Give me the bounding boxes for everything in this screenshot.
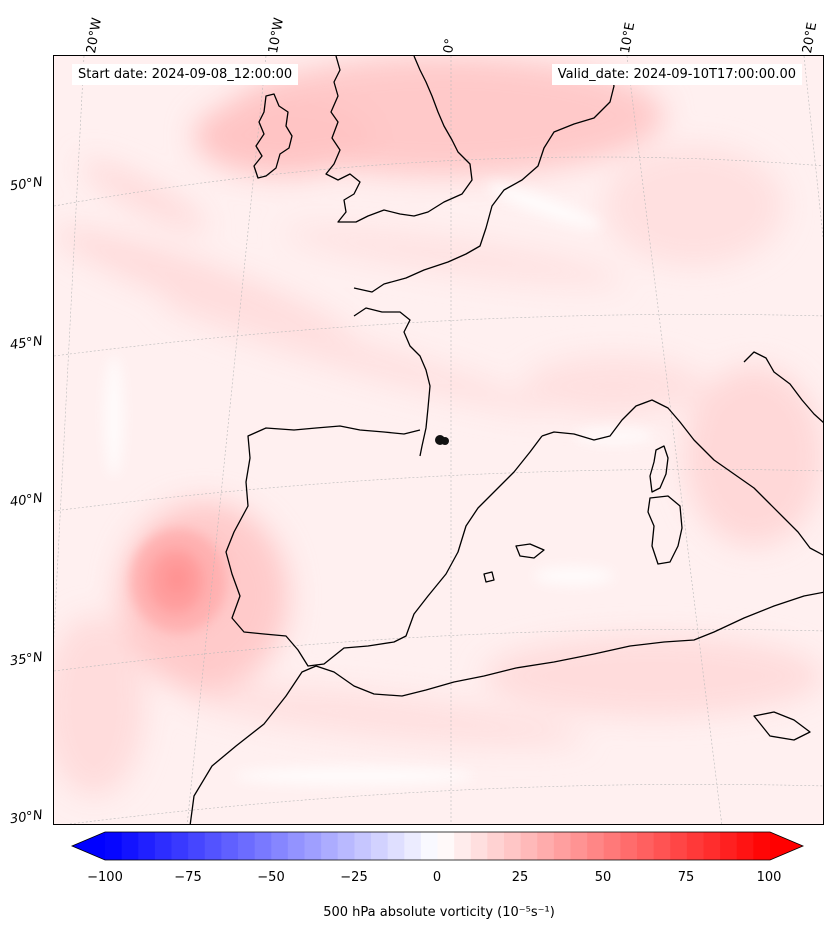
colorbar-segment [620,832,638,860]
coast-channel [353,69,615,293]
coastlines [189,56,823,824]
colorbar-segment [304,832,322,860]
colorbar-segment [354,832,372,860]
colorbar-segment [337,832,355,860]
colorbar-segment [686,832,705,860]
colorbar-segment [371,832,389,860]
lat-label-30n: 30°N [9,807,44,828]
colorbar-segment [171,832,189,860]
colorbar-segment [504,832,522,860]
colorbar-segment [720,832,738,860]
colorbar-tick: −25 [340,870,368,885]
vorticity-map [54,56,823,824]
colorbar-segment [238,832,256,860]
coast-north-africa [189,591,823,824]
lon-label-20e: 20°E [800,21,821,55]
colorbar-segment [420,832,439,860]
coast-france-south [541,399,823,556]
colorbar-segment [637,832,655,860]
colorbar-segment [736,832,754,860]
colorbar-segment [221,832,239,860]
colorbar-tick: −75 [174,870,202,885]
coast-france-north [353,307,431,457]
colorbar-segment [703,832,721,860]
colorbar-segments [105,832,771,860]
colorbar-segment [570,832,588,860]
lon-label-10e: 10°E [618,21,639,55]
coast-ibiza [483,571,495,583]
colorbar-outline [70,831,805,861]
colorbar-tick: −100 [87,870,123,885]
colorbar-segment [437,832,455,860]
colorbar-tick: 100 [756,870,782,885]
colorbar-extend-low [72,832,105,860]
valid-date-label: Valid_date: 2024-09-10T17:00:00.00 [551,64,802,85]
colorbar-segment [653,832,671,860]
colorbar-segment [121,832,139,860]
colorbar-segment [138,832,156,860]
coast-iberia [225,425,543,667]
colorbar-segment [404,832,422,860]
colorbar-segment [553,832,572,860]
colorbar-tick: 25 [511,870,529,885]
colorbar-segment [188,832,206,860]
colorbar-segment [105,832,123,860]
coast-adriatic [743,351,823,424]
colorbar-segment [537,832,555,860]
colorbar-segment [753,832,771,860]
colorbar-segment [520,832,538,860]
colorbar-segment [587,832,605,860]
colorbar-segment [487,832,505,860]
map-panel [53,55,824,825]
coast-corsica [649,445,669,493]
graticule [54,56,823,824]
location-marker [435,435,449,445]
colorbar-extend-high [770,832,803,860]
colorbar-segment [271,832,289,860]
colorbar-tick: −50 [257,870,285,885]
colorbar-segment [287,832,306,860]
start-date-label: Start date: 2024-09-08_12:00:00 [72,64,299,85]
coast-sardinia [647,495,683,565]
colorbar-segment [603,832,621,860]
colorbar-tick: 50 [594,870,612,885]
colorbar-tick: 75 [677,870,695,885]
colorbar [70,831,805,861]
lat-label-35n: 35°N [9,649,44,670]
coast-sicily [753,711,811,741]
coast-ireland [253,93,293,179]
colorbar-segment [204,832,222,860]
lon-label-0: 0° [441,37,459,55]
lat-label-45n: 45°N [9,333,44,354]
colorbar-segment [670,832,688,860]
colorbar-segment [387,832,405,860]
lat-label-50n: 50°N [9,174,44,195]
colorbar-label: 500 hPa absolute vorticity (10⁻⁵s⁻¹) [323,905,555,920]
coast-balearic [515,543,545,559]
lat-label-40n: 40°N [9,490,44,511]
lon-label-10w: 10°W [266,16,288,55]
colorbar-segment [254,832,272,860]
lon-label-20w: 20°W [84,16,106,55]
colorbar-segment [470,832,488,860]
colorbar-tick: 0 [432,870,442,885]
coast-great-britain [325,56,473,223]
colorbar-segment [154,832,173,860]
colorbar-segment [454,832,472,860]
colorbar-segment [321,832,339,860]
